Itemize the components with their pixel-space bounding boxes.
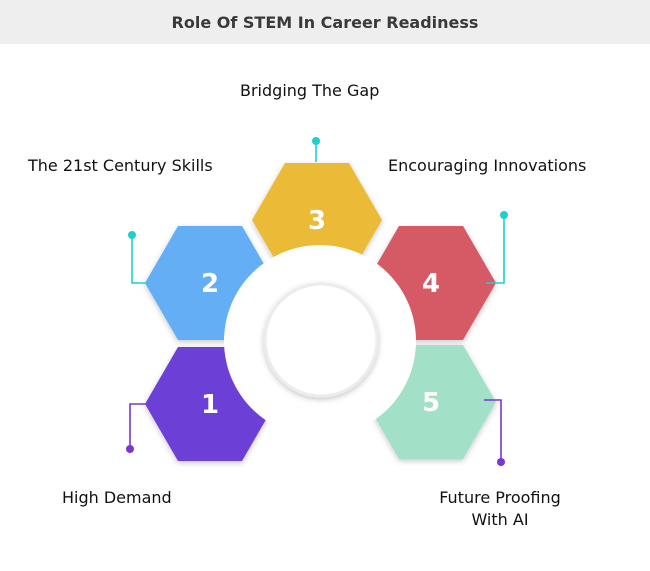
connector-dot-1	[126, 445, 134, 453]
label-step-5-line-2: With AI	[471, 510, 529, 529]
label-step-4: Encouraging Innovations	[388, 156, 587, 175]
hexagon-step-3	[252, 163, 382, 277]
label-step-5: Future Proofing With AI	[432, 487, 568, 531]
connector-line-1	[129, 403, 150, 449]
step-number-2: 2	[201, 269, 219, 299]
connector-dot-3	[312, 137, 320, 145]
page-title: Role Of STEM In Career Readiness	[171, 12, 479, 32]
label-step-3: Bridging The Gap	[240, 81, 380, 100]
step-number-4: 4	[422, 269, 440, 299]
connector-dot-2	[128, 231, 136, 239]
connector-dot-4	[500, 211, 508, 219]
connector-line-2	[131, 235, 150, 284]
connector-line-4	[486, 215, 505, 284]
center-circle	[263, 282, 379, 398]
label-step-1: High Demand	[62, 488, 172, 507]
step-number-1: 1	[201, 390, 219, 420]
step-number-5: 5	[422, 388, 440, 418]
step-number-3: 3	[308, 206, 326, 236]
connector-line-5	[484, 399, 502, 462]
title-bar: Role Of STEM In Career Readiness	[0, 0, 650, 44]
label-step-2: The 21st Century Skills	[28, 156, 213, 175]
connector-dot-5	[497, 458, 505, 466]
label-step-5-line-1: Future Proofing	[439, 488, 561, 507]
